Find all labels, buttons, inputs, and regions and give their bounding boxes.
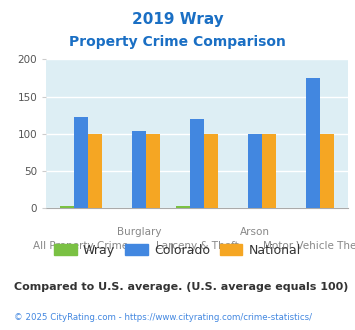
Bar — [146, 134, 160, 208]
Bar — [306, 78, 320, 208]
Bar — [204, 134, 218, 208]
Bar — [248, 134, 262, 208]
Text: Larceny & Theft: Larceny & Theft — [155, 241, 239, 251]
Text: 2019 Wray: 2019 Wray — [132, 12, 223, 26]
Bar — [262, 134, 276, 208]
Bar — [60, 206, 74, 208]
Bar — [88, 134, 102, 208]
Bar — [176, 206, 190, 208]
Bar — [320, 134, 334, 208]
Text: Motor Vehicle Theft: Motor Vehicle Theft — [263, 241, 355, 251]
Bar — [132, 131, 146, 208]
Text: Compared to U.S. average. (U.S. average equals 100): Compared to U.S. average. (U.S. average … — [14, 282, 349, 292]
Text: All Property Crime: All Property Crime — [33, 241, 129, 251]
Bar — [74, 116, 88, 208]
Legend: Wray, Colorado, National: Wray, Colorado, National — [49, 239, 306, 262]
Bar — [190, 119, 204, 208]
Text: © 2025 CityRating.com - https://www.cityrating.com/crime-statistics/: © 2025 CityRating.com - https://www.city… — [14, 314, 312, 322]
Text: Property Crime Comparison: Property Crime Comparison — [69, 35, 286, 49]
Text: Arson: Arson — [240, 227, 270, 237]
Text: Burglary: Burglary — [117, 227, 161, 237]
